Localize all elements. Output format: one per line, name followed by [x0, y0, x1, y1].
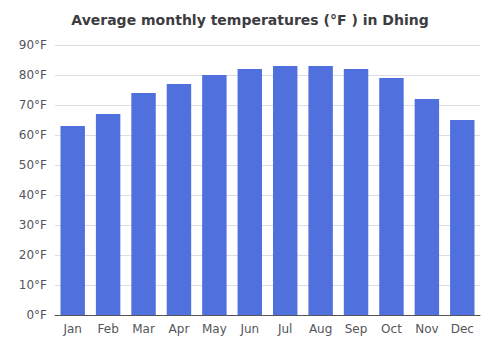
- svg-text:Jul: Jul: [277, 322, 292, 336]
- svg-text:90°F: 90°F: [19, 38, 47, 52]
- svg-text:Average monthly temperatures (: Average monthly temperatures (°F ) in Dh…: [71, 12, 428, 28]
- svg-text:Mar: Mar: [132, 322, 155, 336]
- svg-text:Sep: Sep: [345, 322, 368, 336]
- svg-text:Feb: Feb: [98, 322, 119, 336]
- svg-text:40°F: 40°F: [19, 188, 47, 202]
- svg-text:10°F: 10°F: [19, 278, 47, 292]
- svg-text:80°F: 80°F: [19, 68, 47, 82]
- svg-text:Nov: Nov: [415, 322, 438, 336]
- svg-text:Oct: Oct: [381, 322, 402, 336]
- svg-text:Apr: Apr: [169, 322, 190, 336]
- svg-text:May: May: [202, 322, 227, 336]
- svg-text:60°F: 60°F: [19, 128, 47, 142]
- svg-text:20°F: 20°F: [19, 248, 47, 262]
- svg-text:Aug: Aug: [309, 322, 332, 336]
- svg-text:Jun: Jun: [239, 322, 259, 336]
- svg-text:0°F: 0°F: [26, 308, 47, 322]
- svg-text:Jan: Jan: [62, 322, 82, 336]
- svg-text:70°F: 70°F: [19, 98, 47, 112]
- svg-text:50°F: 50°F: [19, 158, 47, 172]
- svg-text:Dec: Dec: [451, 322, 474, 336]
- svg-text:30°F: 30°F: [19, 218, 47, 232]
